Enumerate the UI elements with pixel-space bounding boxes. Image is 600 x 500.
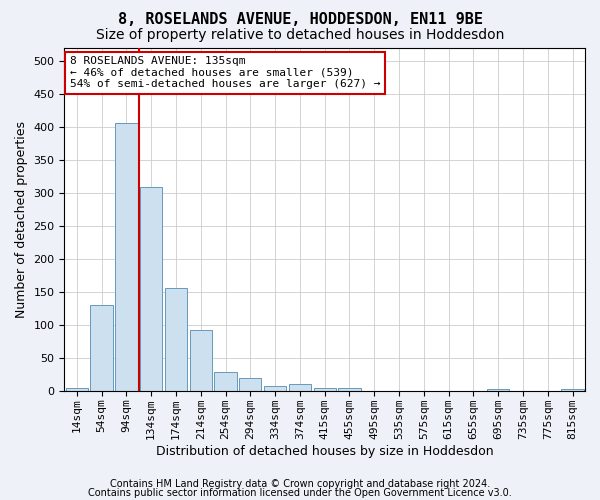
Bar <box>115 124 137 391</box>
Bar <box>487 390 509 391</box>
Bar <box>65 388 88 391</box>
Bar <box>314 388 336 391</box>
Text: Contains public sector information licensed under the Open Government Licence v3: Contains public sector information licen… <box>88 488 512 498</box>
X-axis label: Distribution of detached houses by size in Hoddesdon: Distribution of detached houses by size … <box>156 444 494 458</box>
Bar <box>190 330 212 391</box>
Bar <box>562 390 584 391</box>
Bar <box>239 378 262 391</box>
Text: 8, ROSELANDS AVENUE, HODDESDON, EN11 9BE: 8, ROSELANDS AVENUE, HODDESDON, EN11 9BE <box>118 12 482 28</box>
Bar <box>214 372 236 391</box>
Y-axis label: Number of detached properties: Number of detached properties <box>15 120 28 318</box>
Bar <box>264 386 286 391</box>
Bar <box>289 384 311 391</box>
Bar <box>91 305 113 391</box>
Bar <box>338 388 361 391</box>
Text: 8 ROSELANDS AVENUE: 135sqm
← 46% of detached houses are smaller (539)
54% of sem: 8 ROSELANDS AVENUE: 135sqm ← 46% of deta… <box>70 56 380 90</box>
Text: Contains HM Land Registry data © Crown copyright and database right 2024.: Contains HM Land Registry data © Crown c… <box>110 479 490 489</box>
Bar <box>165 288 187 391</box>
Text: Size of property relative to detached houses in Hoddesdon: Size of property relative to detached ho… <box>96 28 504 42</box>
Bar <box>140 188 163 391</box>
